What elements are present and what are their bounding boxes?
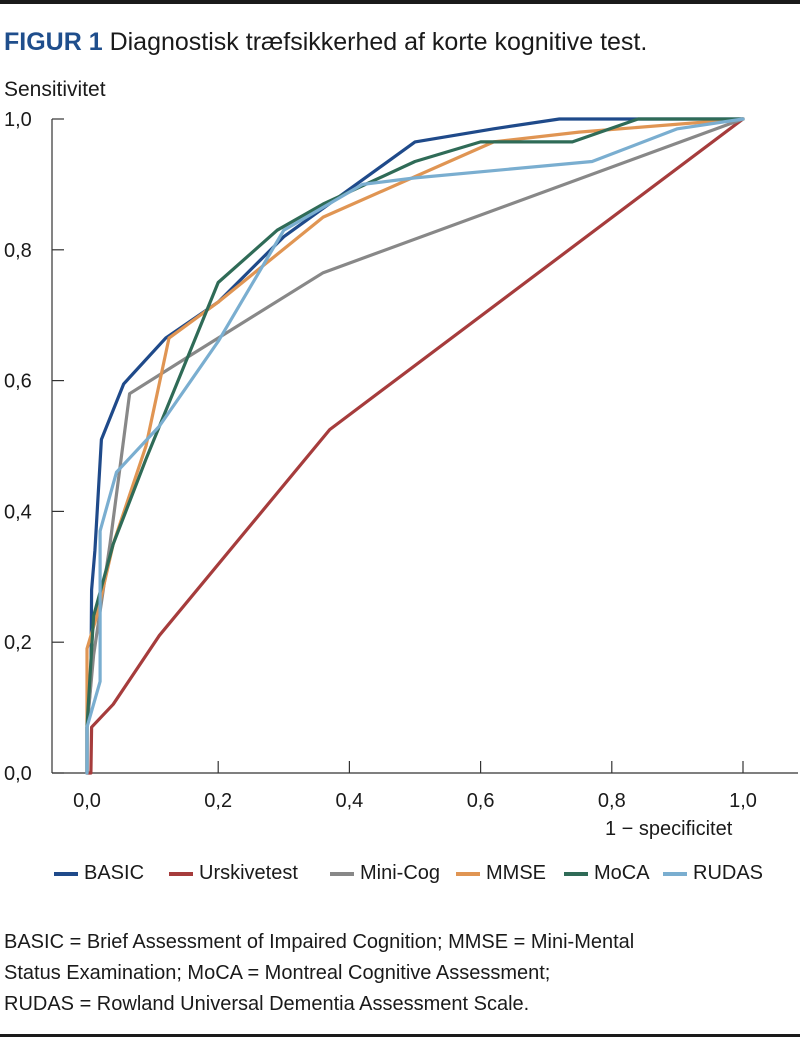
x-tick-label: 0,2: [204, 790, 232, 812]
footnote-line: BASIC = Brief Assessment of Impaired Cog…: [4, 931, 635, 953]
legend-item-mini-cog: Mini-Cog: [330, 862, 440, 885]
footnote-line: RUDAS = Rowland Universal Dementia Asses…: [4, 993, 530, 1015]
legend-swatch: [169, 871, 193, 876]
legend-swatch: [663, 871, 687, 876]
legend-label: MoCA: [594, 862, 650, 884]
legend-item-mmse: MMSE: [456, 862, 546, 885]
roc-chart: 0,0 0,2 0,4 0,6 0,8 1,0 0,0 0,2 0,4 0,6 0,8 1,0: [4, 109, 798, 812]
bottom-rule: [0, 1034, 800, 1037]
series-line-mini-cog: [85, 117, 745, 775]
y-tick-label: 0,0: [4, 763, 32, 785]
legend-item-urskivetest: Urskivetest: [169, 862, 298, 885]
series-line-rudas: [85, 117, 745, 775]
legend-item-moca: MoCA: [564, 862, 650, 885]
x-axis-title: 1 − specificitet: [605, 818, 733, 840]
y-tick-label: 0,4: [4, 501, 32, 523]
x-tick-label: 1,0: [729, 790, 757, 812]
legend-label: Urskivetest: [199, 862, 298, 884]
figure-title-text: Diagnostisk træfsikkerhed af korte kogni…: [109, 28, 648, 56]
legend-label: MMSE: [486, 862, 546, 884]
legend-item-rudas: RUDAS: [663, 862, 763, 885]
legend-label: BASIC: [84, 862, 145, 884]
series-line-urskivetest: [85, 117, 745, 775]
series-line-moca: [85, 117, 745, 775]
series-line-mmse: [85, 117, 745, 775]
legend-swatch: [330, 871, 354, 876]
legend-label: Mini-Cog: [360, 862, 441, 884]
legend-label: RUDAS: [693, 862, 764, 884]
x-tick-label: 0,0: [73, 790, 101, 812]
footnote-line: Status Examination; MoCA = Montreal Cogn…: [4, 962, 551, 984]
y-tick-label: 1,0: [4, 109, 32, 131]
figure-label: FIGUR 1: [4, 28, 103, 56]
x-tick-label: 0,4: [335, 790, 363, 812]
y-tick-label: 0,8: [4, 240, 32, 262]
series-line-basic: [85, 117, 745, 775]
top-rule: [0, 0, 800, 4]
figure-title: FIGUR 1 Diagnostisk træfsikkerhed af kor…: [4, 28, 647, 57]
footnote: BASIC = Brief Assessment of Impaired Cog…: [4, 927, 794, 1020]
x-tick-label: 0,8: [598, 790, 626, 812]
y-tick-label: 0,6: [4, 371, 32, 393]
legend-swatch: [54, 871, 78, 876]
x-tick-label: 0,6: [467, 790, 495, 812]
legend-item-basic: BASIC: [54, 862, 144, 885]
legend-swatch: [456, 871, 480, 876]
y-tick-label: 0,2: [4, 632, 32, 654]
legend-swatch: [564, 871, 588, 876]
y-axis-title: Sensitivitet: [4, 78, 106, 101]
